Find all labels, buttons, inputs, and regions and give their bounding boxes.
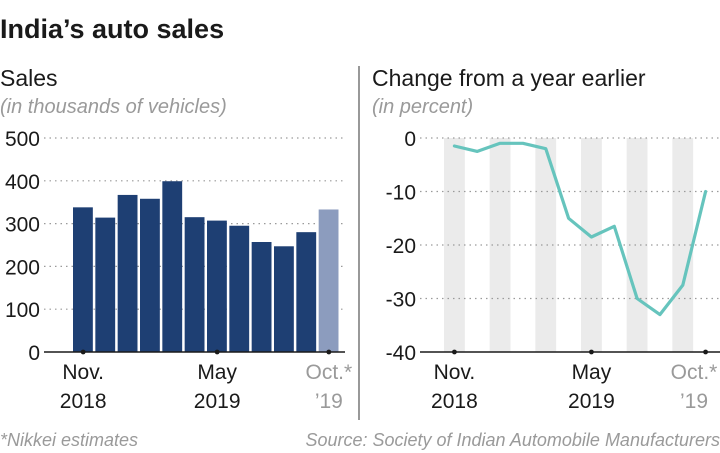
source-note: Source: Society of Indian Automobile Man… (305, 430, 720, 450)
footnote: *Nikkei estimates (0, 430, 138, 450)
figure-title: India’s auto sales (0, 14, 224, 44)
sales-bar (140, 198, 160, 352)
change-x-tick-label: Nov. (434, 361, 476, 384)
change-panel-subtitle: (in percent) (372, 96, 473, 118)
change-y-tick-label: -10 (386, 182, 416, 205)
change-y-tick-label: -20 (386, 235, 416, 258)
sales-x-tick-label: ’19 (315, 390, 343, 413)
sales-bar (251, 242, 272, 352)
change-x-tick-label: Oct.* (671, 361, 718, 384)
sales-y-tick-label: 400 (5, 171, 40, 194)
change-month-band (535, 138, 557, 352)
sales-bar (117, 194, 138, 352)
change-x-tick-mark (703, 349, 708, 355)
change-month-band (626, 138, 648, 352)
change-month-band (489, 138, 511, 352)
sales-x-tick-label: 2019 (194, 390, 241, 413)
change-x-tick-mark (452, 349, 457, 355)
change-x-tick-label: May (572, 361, 612, 384)
sales-x-tick-label: May (197, 361, 237, 384)
sales-bar (296, 232, 317, 352)
sales-x-tick-mark (326, 349, 332, 355)
change-panel: Change from a year earlier (in percent) … (372, 65, 720, 413)
change-series-line (452, 141, 708, 317)
sales-x-tick-mark (214, 349, 220, 355)
sales-bar (73, 207, 93, 352)
change-y-tick-label: -30 (386, 289, 416, 312)
sales-bar (162, 181, 183, 352)
change-x-tick-mark (589, 349, 594, 355)
sales-bar (229, 225, 250, 352)
sales-bar (318, 209, 339, 352)
change-x-tick-label: 2018 (431, 390, 478, 413)
sales-y-tick-label: 200 (5, 256, 40, 279)
sales-bar (95, 217, 116, 352)
sales-bar (274, 246, 294, 352)
sales-y-tick-label: 500 (5, 128, 40, 151)
sales-panel: Sales (in thousands of vehicles) 0 100 200… (0, 65, 352, 413)
sales-panel-title: Sales (0, 65, 58, 91)
change-x-tick-label: ’19 (680, 390, 708, 413)
sales-bar (184, 217, 205, 352)
change-y-tick-label: 0 (404, 128, 416, 151)
sales-x-tick-label: 2018 (60, 390, 107, 413)
sales-y-tick-label: 0 (28, 342, 40, 365)
sales-bar (207, 220, 227, 352)
sales-y-tick-label: 300 (5, 214, 40, 237)
change-panel-title: Change from a year earlier (372, 65, 646, 91)
sales-y-tick-label: 100 (5, 299, 40, 322)
sales-x-tick-label: Nov. (62, 361, 104, 384)
change-x-tick-label: 2019 (568, 390, 615, 413)
sales-x-tick-mark (80, 349, 86, 355)
change-month-band (672, 138, 694, 352)
sales-x-tick-label: Oct.* (305, 361, 352, 384)
change-y-tick-label: -40 (386, 342, 416, 365)
sales-panel-subtitle: (in thousands of vehicles) (0, 96, 227, 118)
